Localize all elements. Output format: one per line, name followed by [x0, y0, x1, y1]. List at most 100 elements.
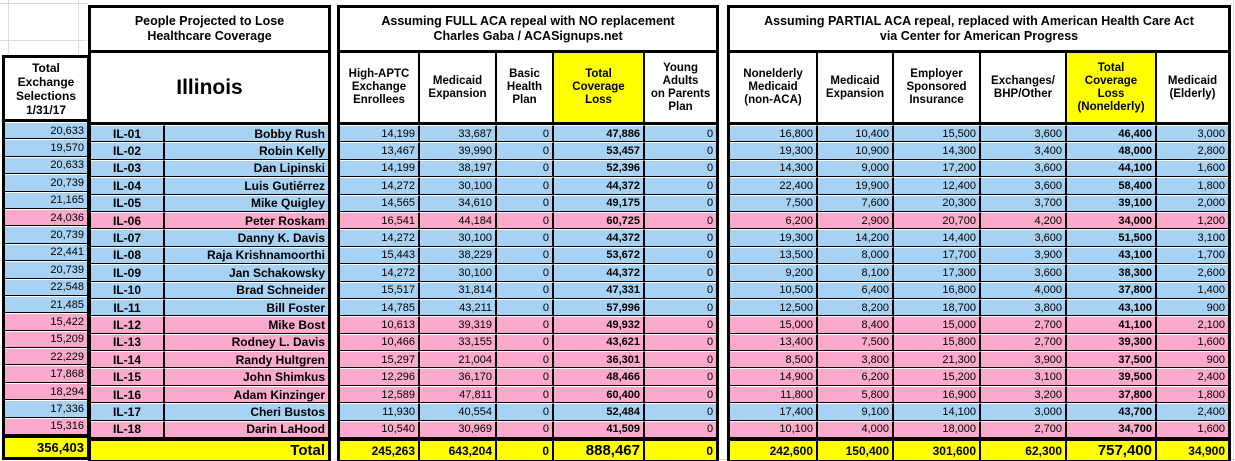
cell-full-2[interactable]: 0 [497, 264, 554, 282]
cell-full-2[interactable]: 0 [497, 194, 554, 212]
cell-partial-5[interactable]: 1,600 [1157, 420, 1228, 439]
cell-partial-4[interactable]: 43,700 [1067, 403, 1157, 421]
cell-representative-name[interactable]: Brad Schneider [165, 281, 328, 299]
cell-partial-2[interactable]: 17,300 [894, 264, 981, 282]
cell-partial-1[interactable]: 9,000 [818, 159, 894, 178]
cell-district[interactable]: IL-12 [91, 316, 165, 334]
cell-partial-5[interactable]: 2,400 [1157, 368, 1228, 386]
cell-partial-5[interactable]: 3,100 [1157, 229, 1228, 247]
cell-partial-3[interactable]: 3,100 [981, 368, 1067, 386]
col-total-coverage-loss-nonelderly[interactable]: Total Coverage Loss (Nonelderly) [1067, 53, 1157, 125]
cell-partial-1[interactable]: 3,800 [818, 351, 894, 369]
cell-full-4[interactable]: 0 [645, 281, 717, 299]
cell-full-4[interactable]: 0 [645, 298, 717, 317]
cell-partial-2[interactable]: 20,700 [894, 211, 981, 230]
cell-partial-3[interactable]: 2,700 [981, 333, 1067, 352]
cell-full-4[interactable]: 0 [645, 246, 717, 265]
cell-partial-2[interactable]: 18,000 [894, 420, 981, 439]
cell-full-1[interactable]: 40,554 [420, 403, 497, 421]
cell-partial-1[interactable]: 5,800 [818, 385, 894, 404]
cell-full-0[interactable]: 14,272 [340, 177, 420, 195]
cell-full-4[interactable]: 0 [645, 333, 717, 352]
cell-total-partial-3[interactable]: 62,300 [981, 438, 1067, 461]
cell-exchange-selections[interactable]: 21,485 [5, 295, 87, 314]
cell-partial-1[interactable]: 8,100 [818, 264, 894, 282]
cell-partial-4[interactable]: 58,400 [1067, 177, 1157, 195]
cell-total-full-2[interactable]: 0 [497, 438, 554, 461]
cell-full-1[interactable]: 44,184 [420, 211, 497, 230]
cell-partial-0[interactable]: 8,500 [730, 351, 818, 369]
cell-partial-1[interactable]: 8,200 [818, 298, 894, 317]
cell-partial-2[interactable]: 12,400 [894, 177, 981, 195]
cell-partial-0[interactable]: 10,500 [730, 281, 818, 299]
cell-full-1[interactable]: 30,100 [420, 177, 497, 195]
col-medicaid-expansion-partial[interactable]: Medicaid Expansion [818, 53, 894, 125]
cell-exchange-selections[interactable]: 17,336 [5, 400, 87, 418]
cell-partial-2[interactable]: 14,300 [894, 142, 981, 160]
cell-full-3[interactable]: 41,509 [554, 420, 645, 439]
cell-full-2[interactable]: 0 [497, 142, 554, 160]
cell-partial-5[interactable]: 1,400 [1157, 281, 1228, 299]
cell-representative-name[interactable]: Robin Kelly [165, 142, 328, 160]
cell-partial-5[interactable]: 900 [1157, 298, 1228, 317]
cell-full-1[interactable]: 34,610 [420, 194, 497, 212]
cell-partial-3[interactable]: 3,000 [981, 403, 1067, 421]
cell-full-0[interactable]: 10,466 [340, 333, 420, 352]
cell-full-2[interactable]: 0 [497, 125, 554, 143]
cell-partial-5[interactable]: 2,000 [1157, 194, 1228, 212]
cell-partial-0[interactable]: 14,900 [730, 368, 818, 386]
cell-partial-0[interactable]: 19,300 [730, 229, 818, 247]
cell-full-4[interactable]: 0 [645, 403, 717, 421]
partial-repeal-title[interactable]: Assuming PARTIAL ACA repeal, replaced wi… [730, 8, 1228, 53]
cell-partial-3[interactable]: 3,900 [981, 246, 1067, 265]
cell-partial-3[interactable]: 3,600 [981, 125, 1067, 143]
cell-full-3[interactable]: 57,996 [554, 298, 645, 317]
cell-representative-name[interactable]: Peter Roskam [165, 211, 328, 230]
cell-representative-name[interactable]: Cheri Bustos [165, 403, 328, 421]
cell-full-0[interactable]: 10,540 [340, 420, 420, 439]
cell-partial-5[interactable]: 900 [1157, 351, 1228, 369]
cell-full-3[interactable]: 43,621 [554, 333, 645, 352]
cell-partial-2[interactable]: 14,400 [894, 229, 981, 247]
cell-exchange-selections[interactable]: 24,036 [5, 208, 87, 227]
cell-partial-4[interactable]: 39,300 [1067, 333, 1157, 352]
cell-representative-name[interactable]: Jan Schakowsky [165, 264, 328, 282]
cell-partial-3[interactable]: 4,000 [981, 281, 1067, 299]
cell-full-2[interactable]: 0 [497, 177, 554, 195]
cell-full-3[interactable]: 52,484 [554, 403, 645, 421]
cell-full-1[interactable]: 39,990 [420, 142, 497, 160]
cell-total-full-1[interactable]: 643,204 [420, 438, 497, 461]
cell-partial-1[interactable]: 10,400 [818, 125, 894, 143]
cell-district[interactable]: IL-15 [91, 368, 165, 386]
cell-partial-3[interactable]: 3,400 [981, 142, 1067, 160]
cell-exchange-selections[interactable]: 20,633 [5, 156, 87, 175]
cell-partial-1[interactable]: 6,200 [818, 368, 894, 386]
cell-partial-0[interactable]: 19,300 [730, 142, 818, 160]
cell-full-4[interactable]: 0 [645, 194, 717, 212]
cell-full-0[interactable]: 12,296 [340, 368, 420, 386]
cell-full-4[interactable]: 0 [645, 177, 717, 195]
cell-partial-5[interactable]: 2,400 [1157, 403, 1228, 421]
cell-full-2[interactable]: 0 [497, 403, 554, 421]
cell-partial-4[interactable]: 34,000 [1067, 211, 1157, 230]
cell-representative-name[interactable]: Bill Foster [165, 298, 328, 317]
cell-full-3[interactable]: 44,372 [554, 229, 645, 247]
cell-exchange-selections[interactable]: 20,739 [5, 226, 87, 244]
cell-partial-5[interactable]: 2,600 [1157, 264, 1228, 282]
cell-full-3[interactable]: 47,886 [554, 125, 645, 143]
cell-full-1[interactable]: 33,155 [420, 333, 497, 352]
cell-district[interactable]: IL-04 [91, 177, 165, 195]
full-repeal-title[interactable]: Assuming FULL ACA repeal with NO replace… [340, 8, 717, 53]
cell-representative-name[interactable]: Raja Krishnamoorthi [165, 246, 328, 265]
cell-total-partial-1[interactable]: 150,400 [818, 438, 894, 461]
cell-exchange-selections[interactable]: 19,570 [5, 139, 87, 157]
cell-full-3[interactable]: 60,725 [554, 211, 645, 230]
cell-partial-0[interactable]: 11,800 [730, 385, 818, 404]
cell-full-3[interactable]: 49,932 [554, 316, 645, 334]
cell-partial-4[interactable]: 48,000 [1067, 142, 1157, 160]
cell-exchange-selections[interactable]: 18,294 [5, 382, 87, 401]
cell-partial-4[interactable]: 34,700 [1067, 420, 1157, 439]
cell-total-partial-5[interactable]: 34,900 [1157, 438, 1228, 461]
cell-full-0[interactable]: 15,297 [340, 351, 420, 369]
cell-full-4[interactable]: 0 [645, 420, 717, 439]
